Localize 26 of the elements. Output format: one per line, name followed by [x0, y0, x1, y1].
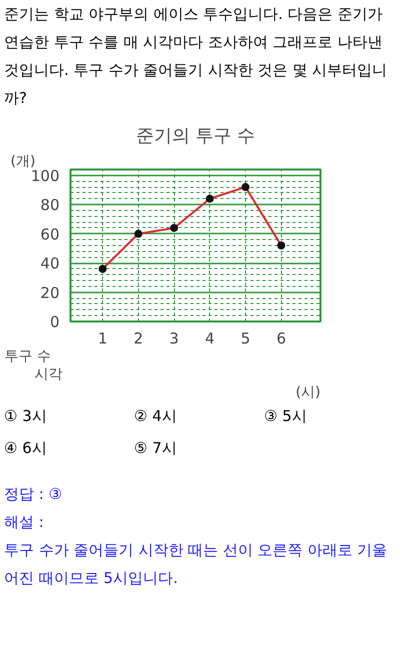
x-axis-title: (시)	[296, 384, 321, 400]
y-tick-label: 0	[50, 313, 60, 331]
x-tick-label: 3	[169, 330, 179, 348]
text: ④ 6시	[4, 438, 48, 459]
text: ⑤ 7시	[134, 438, 178, 459]
text: 투구 수가 줄어들기 시작한 때는 선이 오른쪽 아래로 기울어진 때이므로 5시입니다.	[4, 540, 388, 589]
y-axis-title: (개)	[10, 154, 36, 170]
y-tick-label: 20	[40, 284, 60, 302]
x-tick-label: 6	[276, 330, 286, 348]
text: 정답 : ③	[4, 484, 64, 505]
y-tick-label: 60	[40, 225, 60, 244]
y-tick-label: 80	[40, 196, 60, 214]
text: ③ 5시	[264, 406, 308, 427]
text: ① 3시	[4, 406, 48, 427]
x-tick-label: 1	[98, 330, 108, 348]
y-tick-label: 100	[30, 166, 60, 185]
chart-title: 준기의 투구 수	[136, 126, 256, 146]
text: 준기는 학교 야구부의 에이스 투수입니다. 다음은 준기가 연습한 투구 수를 매 시각마다 조사하여 그래프로 나타낸 것입니다. 투구 수가 줄어들기 시작한 것은 몇 시부터입니까?	[4, 4, 388, 109]
y-tick-label: 40	[40, 254, 60, 273]
x-tick-label: 5	[240, 330, 250, 348]
text: 해설 :	[4, 512, 45, 533]
text: 시각	[34, 366, 62, 382]
x-tick-label: 4	[205, 330, 215, 348]
x-tick-label: 2	[134, 330, 144, 348]
text: 투구 수	[4, 348, 51, 364]
text: ② 4시	[134, 406, 178, 427]
